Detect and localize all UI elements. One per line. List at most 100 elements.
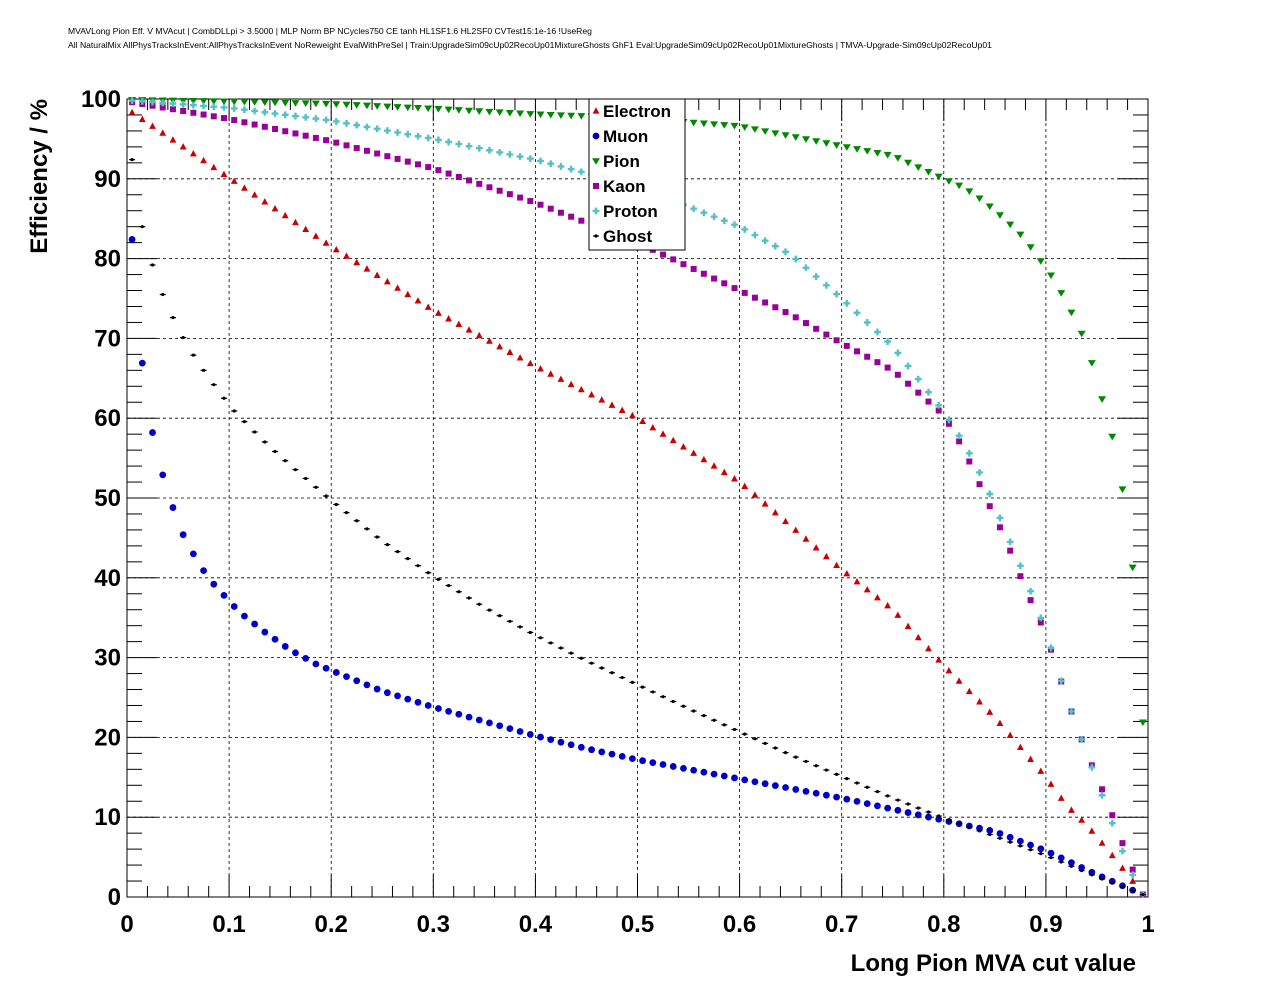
x-tick-label: 0.3 xyxy=(417,911,450,938)
muon-point xyxy=(700,768,708,776)
proton-point xyxy=(1047,644,1055,652)
electron-point xyxy=(874,593,881,601)
muon-point xyxy=(383,689,391,697)
pion-point xyxy=(720,122,729,129)
muon-point xyxy=(1006,833,1014,841)
electron-point xyxy=(976,698,983,705)
ghost-point-core xyxy=(1028,848,1033,852)
electron-point xyxy=(353,258,361,266)
kaon-point xyxy=(210,113,217,120)
pion-point xyxy=(944,178,953,185)
proton-point xyxy=(159,99,167,107)
ghost-point-core xyxy=(947,818,951,822)
y-tick-label: 10 xyxy=(94,804,121,831)
proton-point xyxy=(353,121,361,129)
pion-point xyxy=(761,128,770,135)
kaon-point xyxy=(180,108,187,115)
ghost-point-core xyxy=(447,583,451,588)
kaon-point xyxy=(506,191,513,198)
muon-point xyxy=(465,713,473,721)
pion-point xyxy=(771,130,780,137)
proton-point xyxy=(925,388,932,396)
legend-marker-proton xyxy=(592,207,600,215)
y-tick-label: 70 xyxy=(94,325,121,352)
electron-point xyxy=(516,354,524,361)
ghost-point-core xyxy=(344,511,349,515)
ghost-point-core xyxy=(1090,873,1094,877)
electron-point xyxy=(608,401,616,408)
muon-point xyxy=(731,774,738,782)
muon-point xyxy=(312,660,320,668)
ghost-point-core xyxy=(293,468,298,472)
muon-point xyxy=(414,698,422,706)
electron-point xyxy=(700,455,708,463)
kaon-point xyxy=(414,161,421,168)
ghost-point-core xyxy=(641,685,645,689)
muon-point xyxy=(394,692,401,700)
ghost-point-core xyxy=(171,316,175,320)
electron-point xyxy=(1068,806,1075,813)
muon-point xyxy=(179,531,187,539)
legend-marker-electron xyxy=(592,107,600,114)
proton-point xyxy=(526,155,534,163)
ghost-point-core xyxy=(181,336,185,340)
kaon-point xyxy=(557,209,564,216)
electron-point xyxy=(782,517,789,525)
electron-point xyxy=(598,396,606,403)
muon-point xyxy=(302,654,310,662)
proton-point xyxy=(220,104,228,111)
muon-point xyxy=(802,787,810,795)
pion-point xyxy=(536,111,545,119)
electron-point xyxy=(506,348,514,355)
proton-point xyxy=(1068,708,1075,715)
ghost-point-core xyxy=(926,810,931,814)
kaon-point xyxy=(220,115,227,122)
proton-point xyxy=(731,221,738,229)
ghost-point-core xyxy=(273,449,277,454)
pion-point xyxy=(301,100,310,107)
pion-point xyxy=(710,121,719,128)
muon-point xyxy=(128,236,136,243)
kaon-point xyxy=(496,187,503,194)
proton-point xyxy=(189,101,197,109)
electron-point xyxy=(761,500,769,507)
kaon-point xyxy=(905,380,912,387)
electron-point xyxy=(741,482,749,490)
muon-point xyxy=(843,795,851,803)
kaon-point xyxy=(261,123,268,130)
electron-point xyxy=(925,645,932,652)
muon-point xyxy=(853,797,861,805)
kaon-point xyxy=(894,371,901,378)
muon-point xyxy=(741,776,749,784)
kaon-point xyxy=(813,325,820,332)
proton-point xyxy=(741,226,749,233)
ghost-point-core xyxy=(569,651,573,655)
x-tick-label: 0 xyxy=(120,911,133,938)
electron-point xyxy=(302,225,310,233)
pion-point xyxy=(250,99,259,106)
electron-point xyxy=(149,122,156,129)
legend-label-electron: Electron xyxy=(603,102,671,121)
electron-point xyxy=(1047,780,1055,787)
proton-point xyxy=(1037,614,1045,622)
proton-point xyxy=(894,349,902,357)
pion-point xyxy=(352,102,361,109)
proton-point xyxy=(435,136,442,144)
pion-point xyxy=(873,149,882,157)
ghost-point-core xyxy=(1080,868,1084,873)
ghost-point-core xyxy=(875,789,880,794)
proton-point xyxy=(363,123,371,131)
kaon-point xyxy=(486,184,493,191)
kaon-point xyxy=(537,201,544,208)
proton-point xyxy=(281,111,289,119)
proton-point xyxy=(424,134,432,142)
pion-point xyxy=(832,142,841,149)
ghost-point-core xyxy=(794,755,798,759)
proton-point xyxy=(261,108,269,116)
y-tick-label: 100 xyxy=(81,86,121,113)
ghost-point-core xyxy=(753,737,757,741)
pion-point xyxy=(505,109,514,117)
muon-point xyxy=(863,800,871,808)
legend-label-muon: Muon xyxy=(603,127,648,146)
